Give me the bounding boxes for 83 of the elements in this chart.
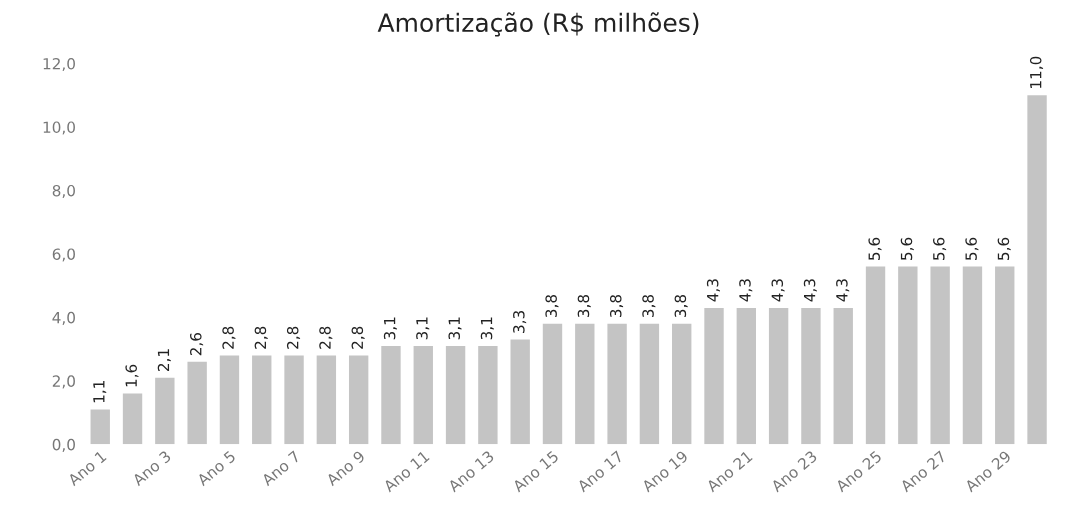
data-label: 3,1	[416, 317, 430, 340]
bar	[995, 266, 1015, 445]
data-label: 3,8	[545, 294, 559, 318]
bar	[413, 345, 433, 445]
bar	[575, 323, 595, 445]
x-tick-label: Ano 11	[382, 450, 430, 493]
bar	[542, 323, 563, 445]
bar	[1027, 95, 1047, 445]
y-tick-label: 4,0	[52, 311, 75, 325]
bar	[898, 266, 918, 445]
y-tick-label: 2,0	[52, 375, 75, 389]
x-tick-label: Ano 13	[446, 450, 495, 493]
bar	[510, 339, 530, 445]
data-label: 4,3	[803, 279, 817, 302]
bar	[90, 409, 110, 445]
x-tick-label: Ano 19	[640, 450, 689, 493]
data-label: 4,3	[771, 279, 785, 302]
x-tick-label: Ano 7	[260, 450, 301, 487]
bar	[187, 361, 207, 445]
data-label: 3,1	[448, 317, 462, 340]
x-tick-label: Ano 1	[66, 450, 107, 487]
x-tick-label: Ano 25	[834, 450, 883, 493]
data-label: 4,3	[739, 279, 753, 302]
data-label: 5,6	[933, 237, 947, 260]
chart-title: Amortização (R$ milhões)	[377, 12, 699, 37]
data-label: 2,8	[286, 326, 301, 349]
bar	[672, 323, 692, 445]
data-label: 5,6	[868, 237, 882, 260]
bar	[445, 345, 466, 445]
data-label: 3,8	[609, 294, 624, 318]
bar	[219, 355, 240, 445]
data-label: 2,8	[351, 326, 365, 349]
data-label: 3,8	[577, 294, 591, 318]
data-label: 3,3	[513, 310, 527, 333]
x-tick-label: Ano 3	[131, 450, 172, 487]
y-tick-label: 12,0	[43, 57, 75, 72]
x-tick-label: Ano 17	[576, 450, 624, 493]
bar	[252, 355, 272, 445]
bar	[348, 355, 369, 445]
bar	[833, 307, 853, 445]
bar	[607, 323, 627, 445]
data-label: 2,1	[157, 349, 171, 372]
x-tick-label: Ano 21	[705, 450, 753, 493]
x-tick-label: Ano 9	[325, 450, 366, 487]
y-tick-label: 8,0	[52, 184, 75, 199]
bar	[381, 345, 401, 445]
data-label: 4,3	[706, 279, 721, 302]
data-label: 2,8	[254, 326, 268, 349]
bar	[736, 307, 757, 445]
bar	[284, 355, 304, 445]
y-tick-label: 6,0	[52, 248, 75, 262]
data-label: 2,6	[190, 332, 204, 356]
bar	[478, 345, 498, 445]
x-tick-label: Ano 23	[770, 450, 818, 493]
data-label: 3,8	[674, 294, 688, 318]
bar	[155, 377, 175, 445]
bar	[801, 307, 821, 445]
data-label: 4,3	[836, 279, 850, 302]
bar	[316, 355, 337, 445]
bar	[930, 266, 950, 445]
data-label: 11,0	[1029, 56, 1044, 88]
data-label: 3,1	[480, 317, 494, 340]
x-tick-label: Ano 29	[963, 450, 1012, 493]
data-label: 3,8	[642, 294, 656, 318]
x-tick-label: Ano 27	[899, 450, 947, 493]
y-tick-label: 0,0	[52, 438, 75, 452]
y-tick-label: 10,0	[43, 121, 75, 135]
data-label: 1,6	[125, 364, 139, 387]
data-label: 5,6	[900, 237, 914, 260]
data-label: 2,8	[319, 326, 333, 349]
bar	[704, 307, 724, 445]
x-tick-label: Ano 15	[511, 450, 560, 493]
data-label: 3,1	[383, 317, 397, 340]
bar	[865, 266, 886, 445]
bar	[768, 307, 789, 445]
data-label: 5,6	[997, 237, 1011, 260]
bar	[962, 266, 983, 445]
bar	[639, 323, 660, 445]
data-label: 1,1	[93, 381, 107, 403]
data-label: 5,6	[965, 237, 979, 260]
bar	[122, 393, 143, 445]
data-label: 2,8	[222, 326, 236, 349]
x-tick-label: Ano 5	[196, 450, 237, 487]
